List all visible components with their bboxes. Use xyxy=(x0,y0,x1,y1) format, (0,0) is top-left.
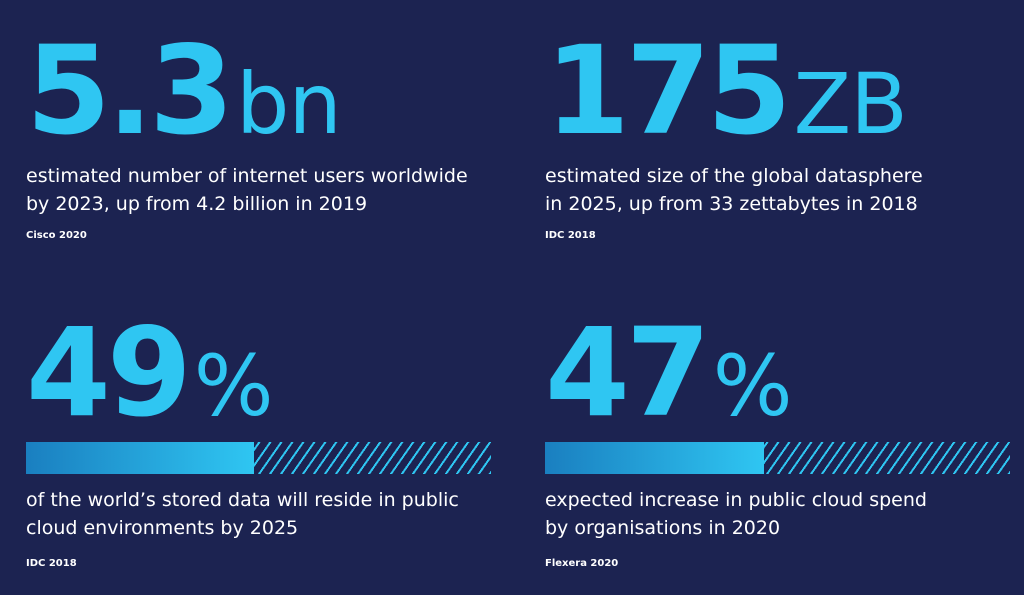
stat-figure: 47% xyxy=(545,312,1024,434)
stat-figure: 5.3bn xyxy=(26,30,506,152)
progress-bar-fill xyxy=(26,442,254,474)
stat-number: 5.3 xyxy=(26,20,234,162)
stat-description-line: in 2025, up from 33 zettabytes in 2018 xyxy=(545,193,918,215)
stat-public-cloud-data: 49% of the world’s stored data will resi… xyxy=(26,312,506,569)
stat-source: IDC 2018 xyxy=(545,230,596,241)
stat-number: 49 xyxy=(26,302,192,444)
stat-source: Flexera 2020 xyxy=(545,558,619,569)
stat-description-line: of the world’s stored data will reside i… xyxy=(26,489,459,511)
stat-description: expected increase in public cloud spend … xyxy=(545,486,1024,542)
stat-number: 47 xyxy=(545,302,711,444)
stat-unit: % xyxy=(712,337,793,435)
stat-source: Cisco 2020 xyxy=(26,230,87,241)
stat-number: 175 xyxy=(545,20,792,162)
progress-bar-fill xyxy=(545,442,764,474)
stat-description-line: expected increase in public cloud spend xyxy=(545,489,927,511)
stat-description: of the world’s stored data will reside i… xyxy=(26,486,506,542)
stat-figure: 49% xyxy=(26,312,506,434)
stat-description-line: estimated number of internet users world… xyxy=(26,165,468,187)
progress-bar xyxy=(545,442,1010,474)
stat-description-line: by organisations in 2020 xyxy=(545,517,781,539)
stat-figure: 175ZB xyxy=(545,30,1024,152)
stat-description: estimated number of internet users world… xyxy=(26,162,506,218)
stat-source: IDC 2018 xyxy=(26,558,77,569)
stat-description-line: cloud environments by 2025 xyxy=(26,517,299,539)
stat-unit: % xyxy=(193,337,274,435)
stat-unit: ZB xyxy=(793,55,908,153)
stat-unit: bn xyxy=(236,55,342,153)
progress-bar xyxy=(26,442,491,474)
stat-description-line: by 2023, up from 4.2 billion in 2019 xyxy=(26,193,368,215)
stat-internet-users: 5.3bn estimated number of internet users… xyxy=(26,30,506,241)
stat-description-line: estimated size of the global datasphere xyxy=(545,165,923,187)
stat-global-datasphere: 175ZB estimated size of the global datas… xyxy=(545,30,1024,241)
stat-description: estimated size of the global datasphere … xyxy=(545,162,1024,218)
stat-cloud-spend: 47% expected increase in public cloud sp… xyxy=(545,312,1024,569)
